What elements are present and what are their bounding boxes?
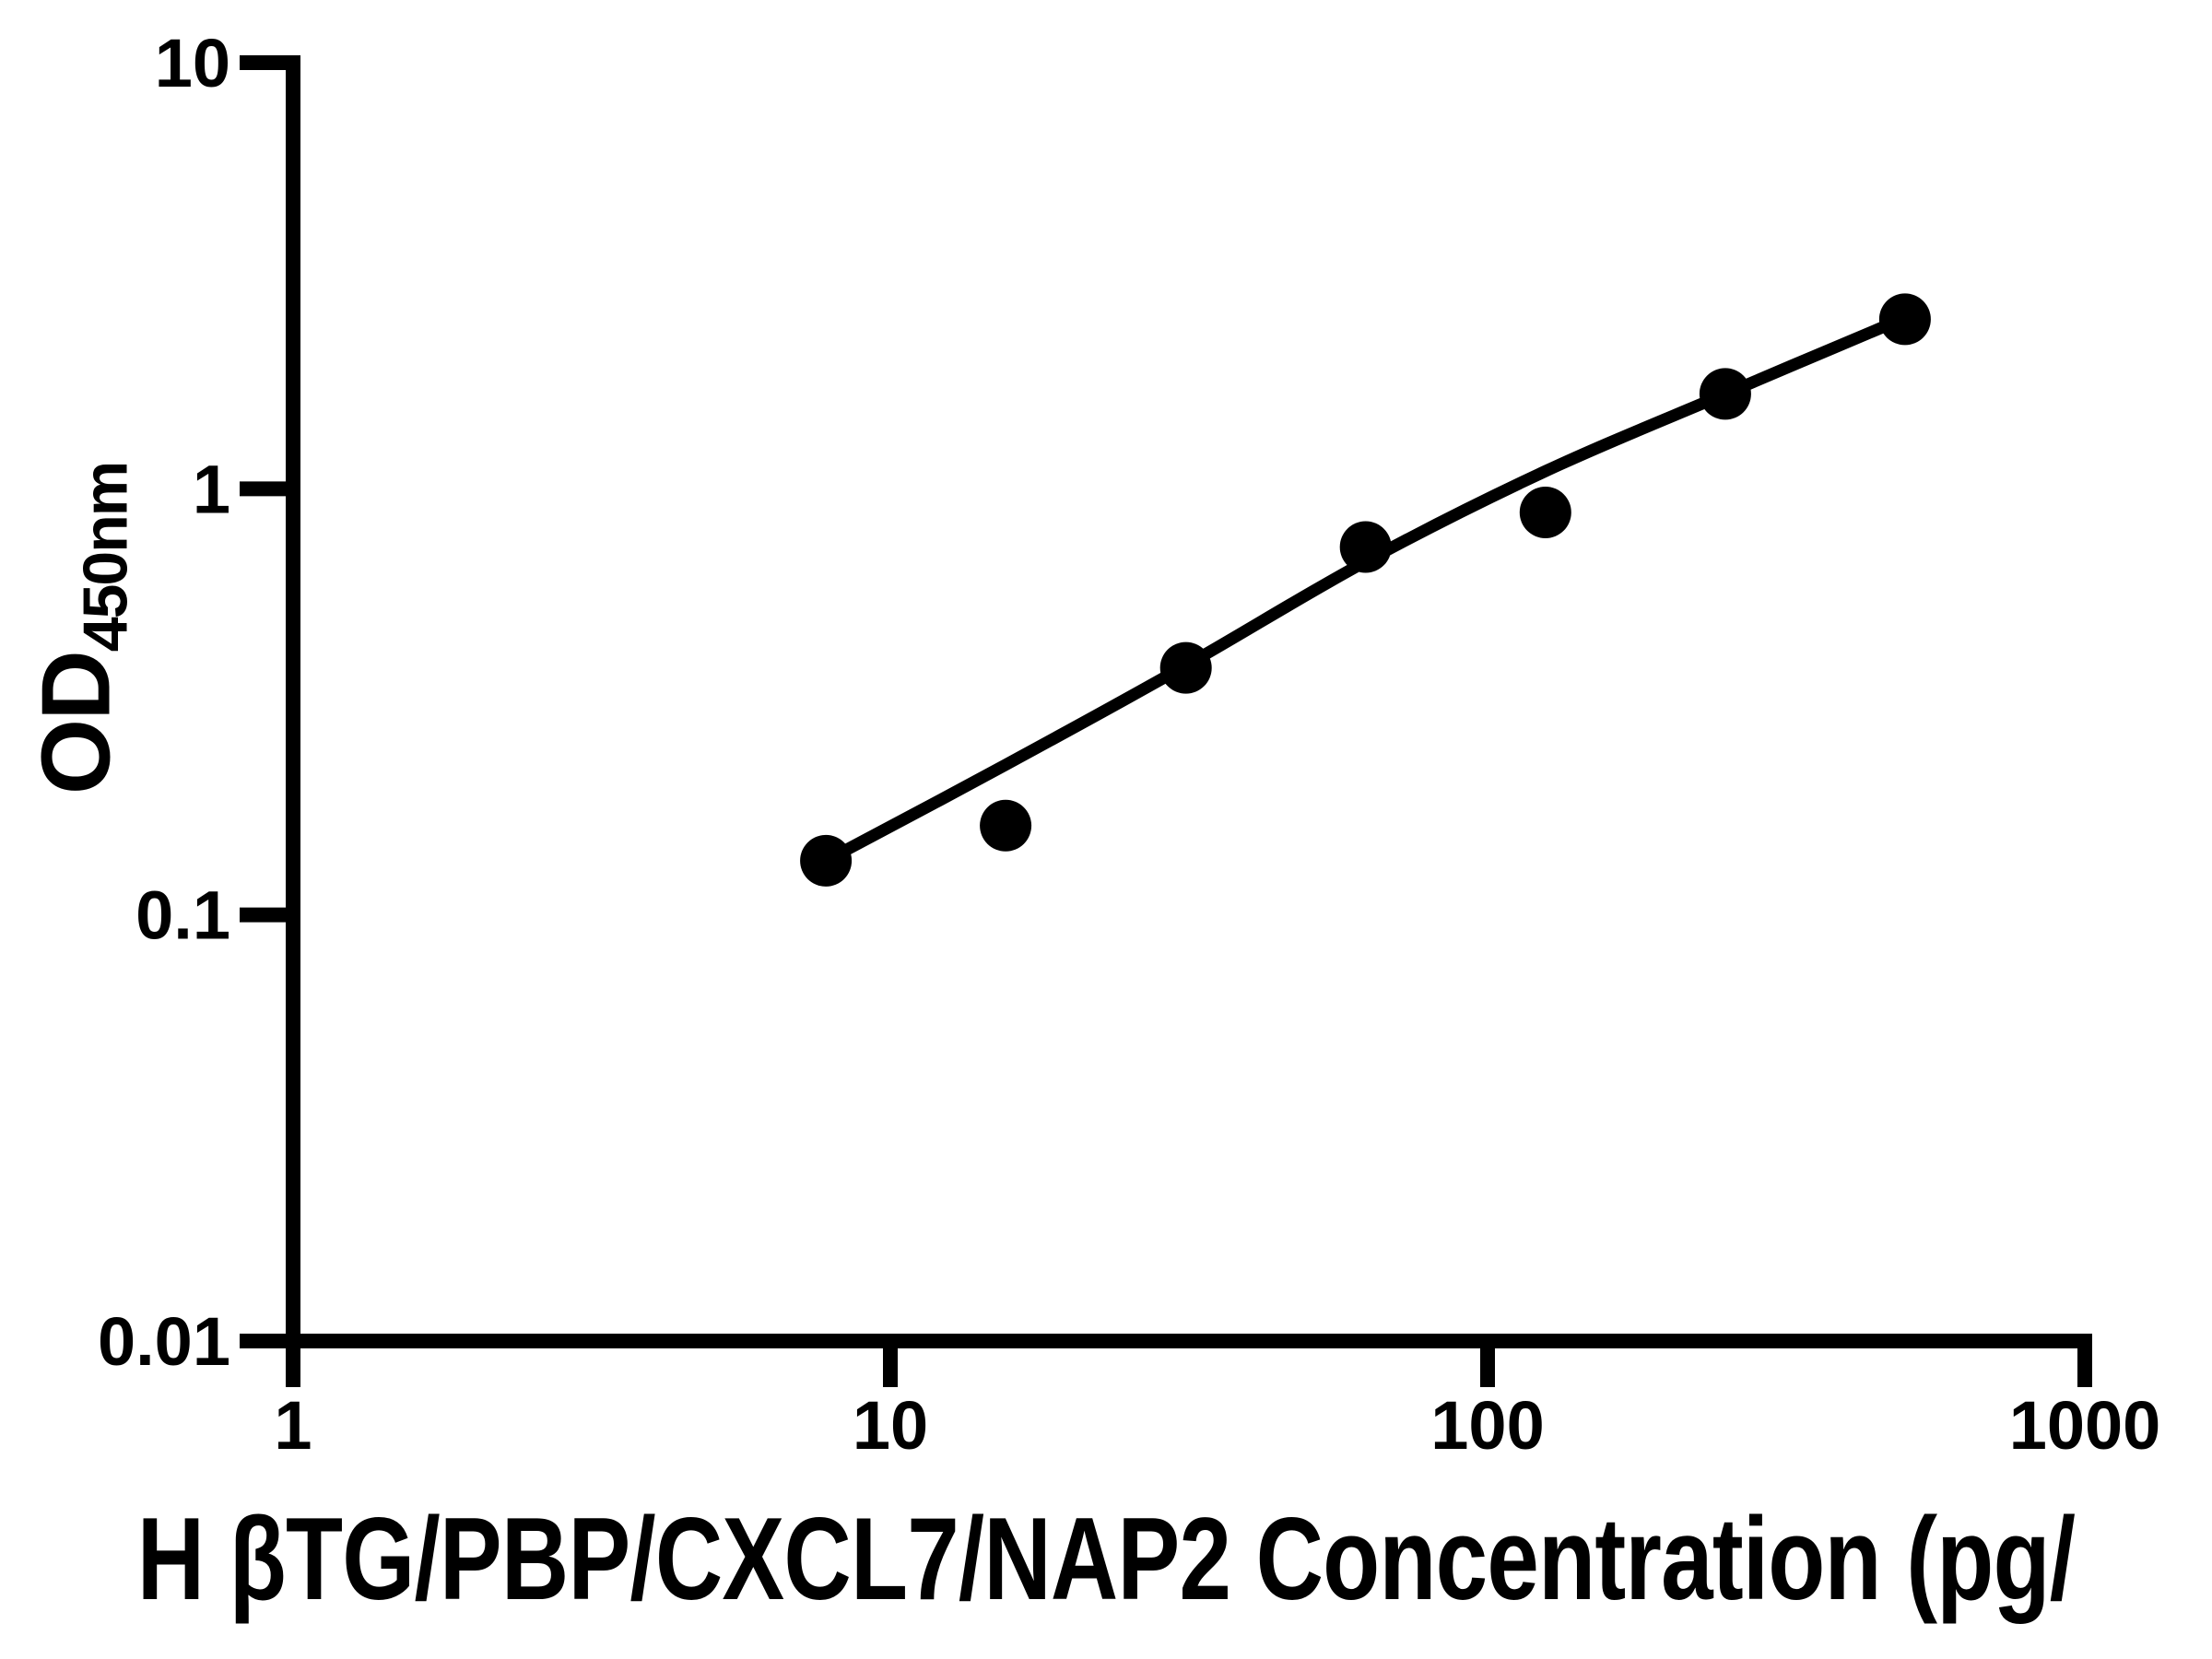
y-axis-title-main: OD [21,652,131,795]
data-point [1699,368,1751,420]
data-point [1519,487,1571,538]
y-tick-label: 10 [155,25,230,101]
y-tick-label: 1 [193,451,230,527]
data-point [980,799,1032,852]
x-tick-label: 1000 [2009,1387,2161,1464]
x-tick-label: 100 [1430,1387,1544,1464]
x-axis-title-wrap: H βTG/PBP/CXCL7/NAP2 Concentration (pg/ [0,1491,2212,1659]
y-axis-title-subscript: 450nm [70,462,141,653]
data-point [800,834,853,887]
y-axis-title: OD450nm [20,463,141,794]
data-point [1159,641,1212,694]
data-point [1339,521,1392,573]
x-tick-label: 1 [274,1387,312,1464]
data-point [1878,293,1931,346]
y-tick-label: 0.01 [98,1303,230,1380]
x-axis-title: H βTG/PBP/CXCL7/NAP2 Concentration (pg/ [136,1493,2076,1624]
y-tick-label: 0.1 [135,877,230,954]
x-tick-label: 10 [853,1387,928,1464]
